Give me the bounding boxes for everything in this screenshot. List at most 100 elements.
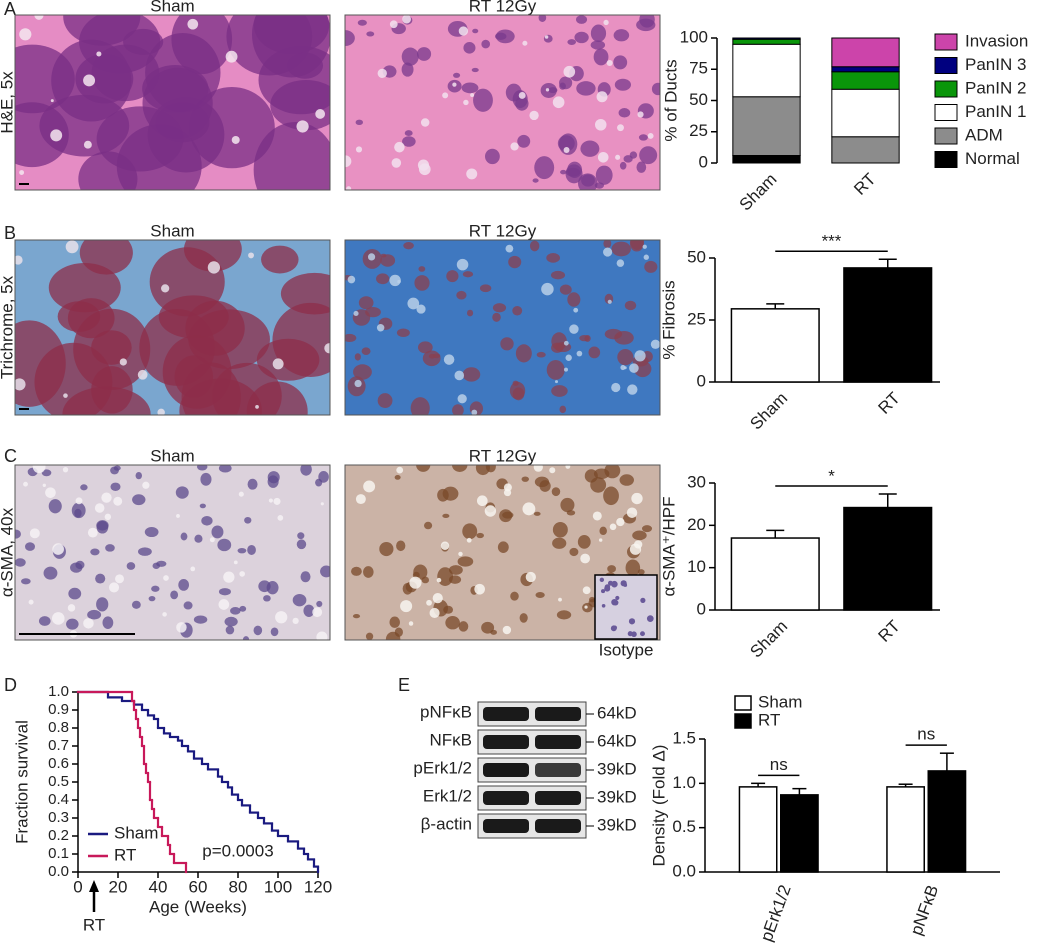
tissue-blob (481, 39, 491, 49)
tissue-blob (200, 472, 212, 486)
tissue-blob (593, 468, 610, 480)
x-tick-label: pErk1/2 (757, 882, 795, 944)
tissue-blob (590, 40, 606, 50)
tissue-blob (253, 121, 330, 190)
tissue-blob (462, 367, 481, 382)
tissue-lumen (522, 502, 536, 516)
legend-label: PanIN 2 (965, 78, 1026, 97)
legend-swatch (934, 33, 958, 51)
tissue-blob (500, 337, 514, 351)
tissue-lumen (312, 607, 323, 618)
tissue-blob (396, 328, 410, 338)
tissue-lumen (231, 135, 240, 144)
tissue-blob (448, 575, 462, 584)
tissue-blob (379, 541, 394, 557)
x-tick-label: 80 (229, 877, 248, 896)
tissue-blob (471, 67, 479, 73)
tissue-lumen (272, 358, 284, 370)
tissue-lumen (611, 382, 621, 393)
tissue-blob (413, 564, 428, 580)
y-tick-label: 10 (687, 557, 706, 576)
tissue-blob (25, 542, 35, 551)
tissue-blob (300, 571, 311, 583)
panel-label: A (4, 0, 16, 19)
tissue-lumen (607, 299, 612, 304)
tissue-lumen (565, 354, 572, 361)
tissue-blob (320, 565, 330, 578)
tissue-lumen (606, 59, 613, 67)
x-tick-label: 0 (73, 877, 82, 896)
tissue-blob (629, 240, 644, 252)
tissue-blob (577, 173, 598, 190)
tissue-lumen (457, 394, 467, 404)
tissue-lumen (391, 158, 402, 168)
legend-swatch (934, 127, 958, 145)
tissue-blob (624, 300, 637, 311)
tissue-lumen (65, 240, 79, 254)
bar-segment (831, 66, 900, 73)
tissue-blob (636, 161, 647, 173)
bar (843, 506, 933, 611)
tissue-lumen (51, 612, 65, 625)
tissue-lumen (436, 577, 442, 583)
tissue-image (15, 465, 330, 640)
tissue-lumen (42, 483, 46, 487)
tissue-blob (462, 271, 474, 278)
tissue-lumen (616, 259, 625, 267)
tissue-blob (515, 344, 532, 363)
tissue-blob (196, 465, 208, 471)
tissue-blob (642, 525, 653, 533)
tissue-lumen (87, 527, 98, 538)
tissue-lumen (634, 350, 646, 362)
tissue-blob (345, 30, 355, 46)
tissue-lumen (23, 481, 28, 487)
tissue-lumen (320, 502, 324, 506)
inset-cell (601, 603, 606, 608)
y-tick-label: 1.0 (48, 683, 69, 700)
bar (738, 786, 778, 873)
tissue-blob (490, 629, 497, 635)
tissue-blob (417, 341, 433, 354)
tissue-lumen (642, 244, 647, 249)
tissue-lumen (355, 494, 366, 505)
tissue-lumen (187, 18, 199, 30)
tissue-lumen (275, 611, 288, 624)
tissue-blob (110, 482, 121, 492)
tissue-lumen (34, 15, 44, 20)
tissue-blob (567, 292, 581, 307)
tissue-lumen (163, 575, 169, 581)
tissue-blob (590, 477, 607, 493)
tissue-lumen (416, 304, 426, 314)
tissue-blob (479, 284, 492, 293)
tissue-blob (230, 607, 241, 615)
tissue-blob (345, 333, 357, 343)
tissue-blob (453, 72, 461, 78)
band-size: 64kD (597, 731, 637, 750)
tissue-lumen (563, 65, 576, 78)
tissue-blob (625, 559, 641, 577)
tissue-blob (476, 532, 484, 539)
tissue-blob (355, 119, 363, 126)
tissue-blob (218, 465, 232, 473)
tissue-blob (633, 360, 652, 378)
tissue-lumen (157, 408, 165, 415)
band-name: β-actin (421, 814, 472, 833)
tissue-lumen (137, 369, 148, 380)
inset-cell (610, 625, 617, 632)
y-tick-label: 0.6 (48, 755, 69, 772)
tissue-lumen (45, 487, 56, 498)
tissue-blob (365, 632, 374, 640)
tissue-lumen (456, 258, 469, 271)
tissue-blob (495, 32, 507, 40)
tissue-blob (410, 397, 430, 415)
tissue-lumen (407, 297, 420, 310)
legend-label: PanIN 3 (965, 55, 1026, 74)
tissue-blob (402, 136, 416, 147)
tissue-lumen (239, 571, 245, 577)
blot-band (483, 791, 529, 805)
tissue-blob (559, 405, 567, 414)
tissue-blob (211, 525, 224, 539)
tissue-blob (148, 596, 156, 602)
tissue-lumen (466, 537, 472, 543)
tissue-blob (473, 88, 493, 112)
